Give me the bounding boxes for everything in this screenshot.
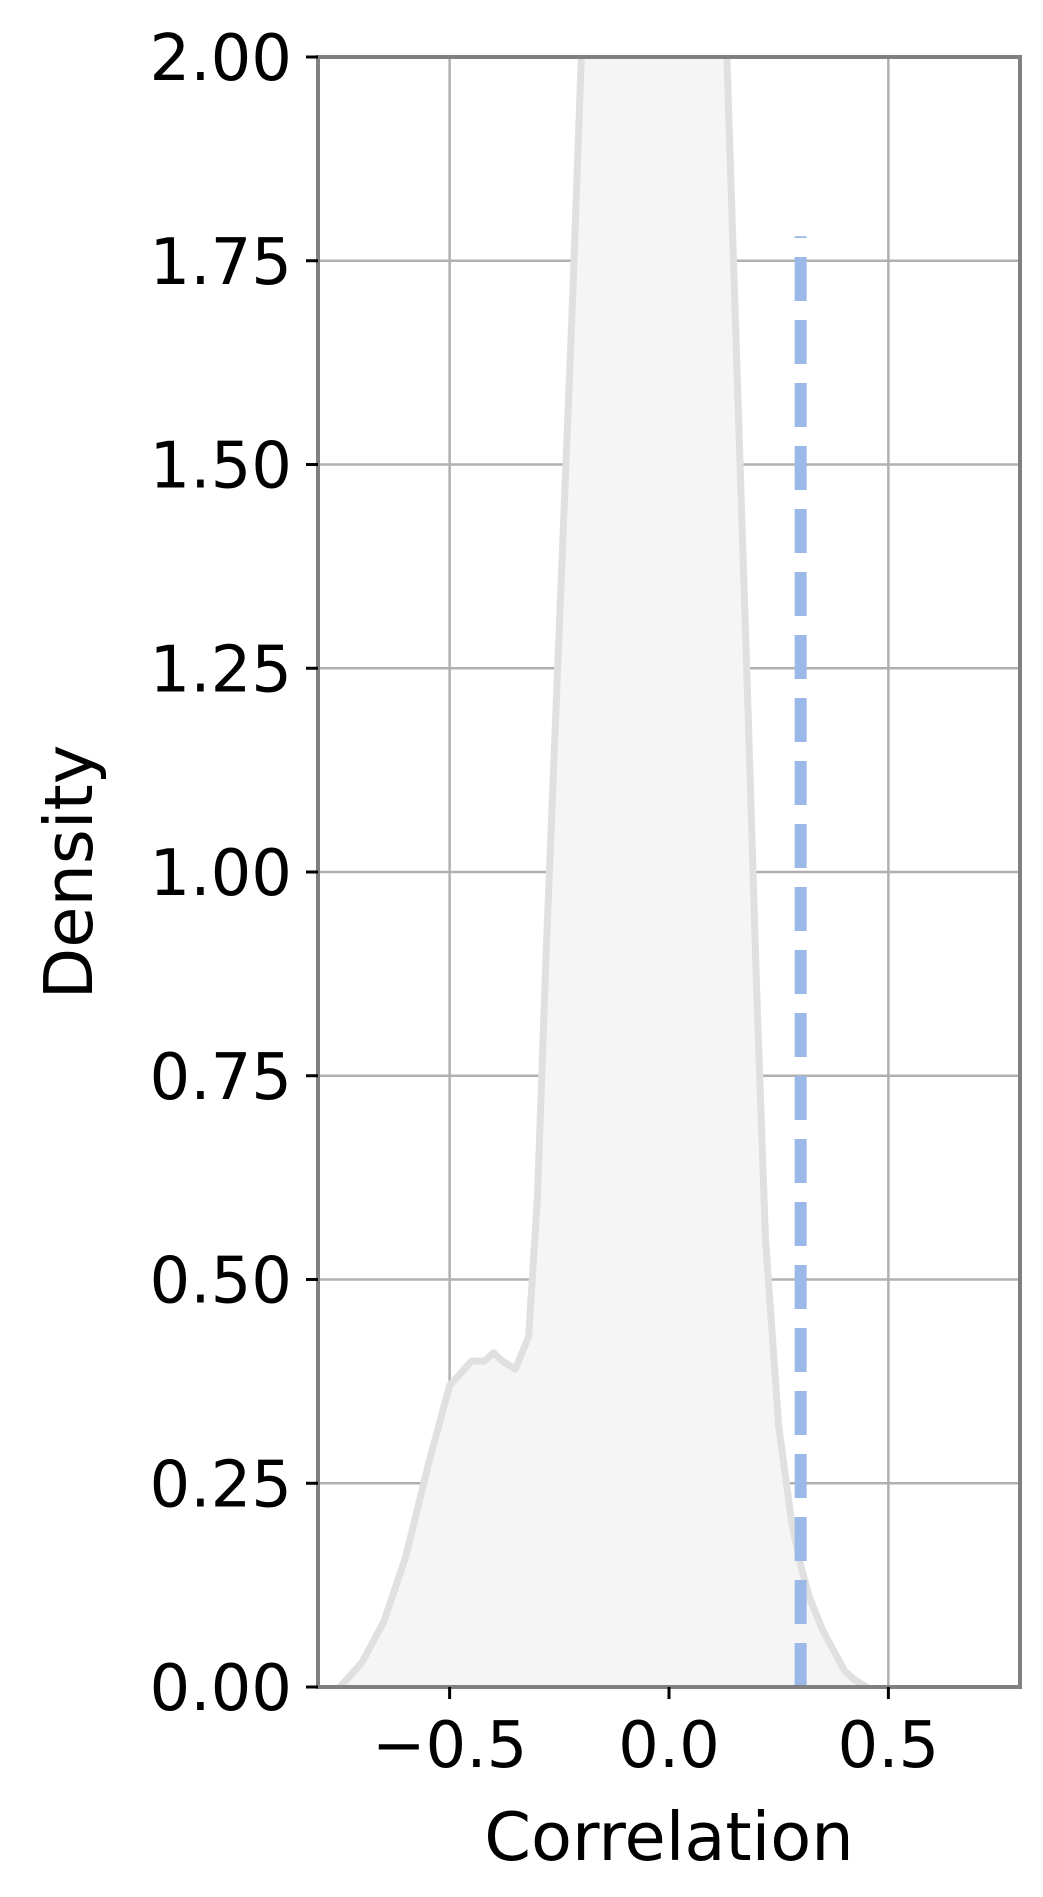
y-tick-label: 1.50 xyxy=(150,430,293,504)
y-tick-label: 1.75 xyxy=(150,226,293,300)
y-tick-label: 0.50 xyxy=(150,1245,293,1319)
y-tick-label: 1.00 xyxy=(150,837,293,911)
x-tick-label: −0.5 xyxy=(372,1709,527,1783)
density-fill xyxy=(340,0,867,1687)
plot-area xyxy=(340,0,867,1687)
x-tick-label: 0.5 xyxy=(837,1709,939,1783)
y-tick-label: 0.00 xyxy=(150,1652,293,1726)
x-tick-label: 0.0 xyxy=(618,1709,720,1783)
y-tick-label: 1.25 xyxy=(150,633,293,707)
y-tick-label: 2.00 xyxy=(150,22,293,96)
y-tick-label: 0.25 xyxy=(150,1448,293,1522)
y-tick-label: 0.75 xyxy=(150,1041,293,1115)
y-axis-label: Density xyxy=(30,745,108,1000)
x-axis-label: Correlation xyxy=(484,1798,853,1876)
